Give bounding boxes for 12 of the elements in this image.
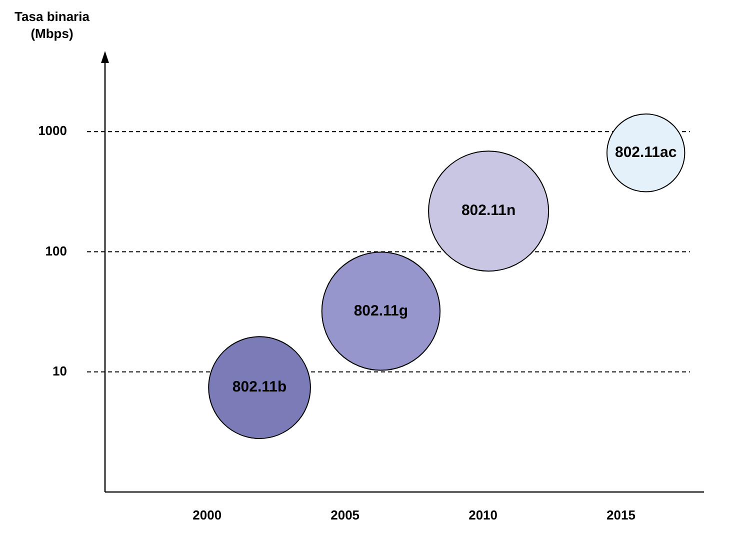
y-axis-title: Tasa binaria (Mbps) xyxy=(14,8,90,42)
series-label: 802.11g xyxy=(354,302,408,320)
y-tick-label: 1000 xyxy=(38,123,67,138)
x-tick-label: 2000 xyxy=(192,507,222,522)
x-tick-label: 2010 xyxy=(468,507,498,522)
series-label: 802.11b xyxy=(232,378,287,396)
x-tick-label: 2005 xyxy=(330,507,360,522)
series-label: 802.11n xyxy=(461,202,516,220)
y-tick-label: 100 xyxy=(45,243,67,258)
x-tick-label: 2015 xyxy=(606,507,636,522)
series-label: 802.11ac xyxy=(614,144,677,162)
y-tick-label: 10 xyxy=(52,363,67,378)
